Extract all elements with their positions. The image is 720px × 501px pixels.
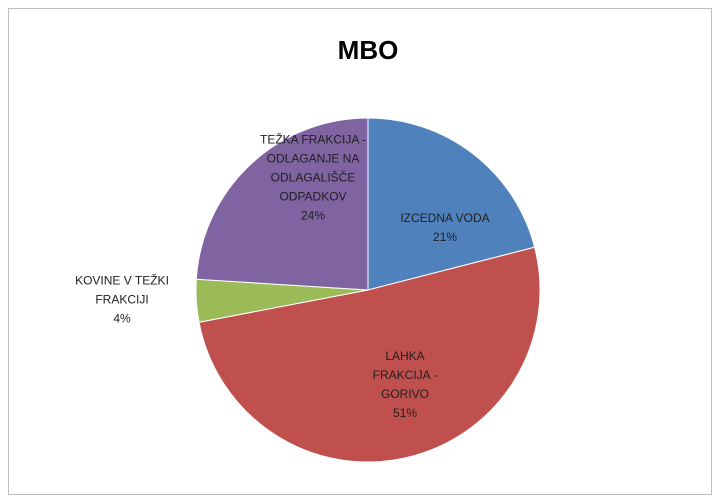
category-label: IZCEDNA VODA: [400, 211, 490, 225]
value-label: 4%: [113, 311, 131, 326]
pie-slice: [198, 246, 541, 463]
pie-slice: [367, 117, 536, 291]
chart-title: MBO: [338, 35, 399, 65]
slice-label: IZCEDNA VODA 21%: [390, 209, 500, 247]
value-label: 24%: [300, 208, 326, 223]
pie-slice: [195, 117, 369, 291]
slice-label: LAHKA FRAKCIJA - GORIVO 51%: [365, 347, 445, 423]
slice-label: TEŽKA FRAKCIJA - ODLAGANJE NA ODLAGALIŠČ…: [257, 131, 369, 226]
value-label: 51%: [392, 406, 418, 420]
slice-label: KOVINE V TEŽKI FRAKCIJI 4%: [52, 272, 192, 329]
category-label: KOVINE V TEŽKI FRAKCIJI: [75, 273, 169, 307]
category-label: LAHKA FRAKCIJA - GORIVO: [372, 349, 438, 401]
category-label: TEŽKA FRAKCIJA - ODLAGANJE NA ODLAGALIŠČ…: [259, 132, 367, 204]
value-label: 21%: [432, 230, 458, 244]
